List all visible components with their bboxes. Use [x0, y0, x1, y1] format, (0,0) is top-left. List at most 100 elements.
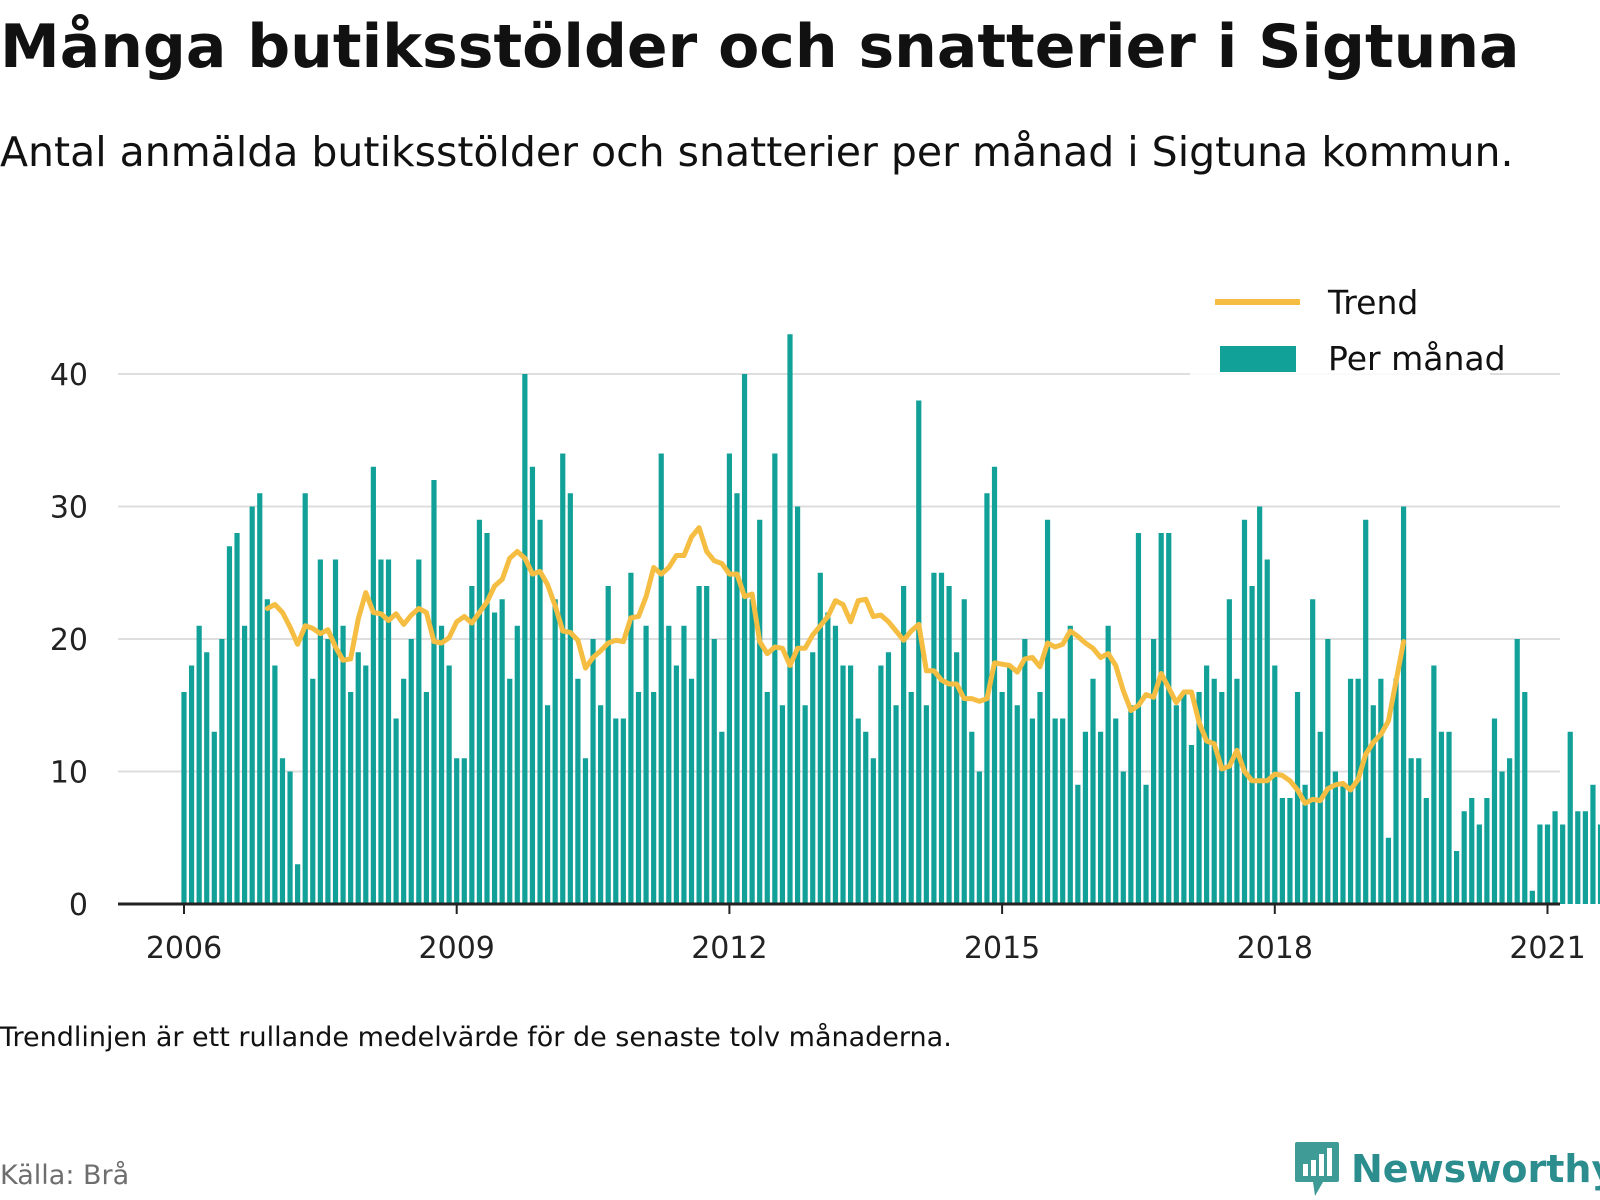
bar [1370, 705, 1376, 904]
bar [332, 559, 339, 904]
x-tick-label: 2021 [1509, 931, 1585, 966]
bar [552, 599, 558, 904]
bar [567, 493, 573, 904]
bar [1188, 745, 1195, 904]
bar [1067, 625, 1073, 904]
bar [507, 678, 513, 904]
bar [1446, 731, 1452, 904]
bar [491, 612, 498, 904]
bar [658, 453, 664, 904]
bar [355, 652, 361, 904]
bar [454, 758, 460, 904]
bar [1575, 811, 1581, 904]
bar [393, 718, 399, 904]
bar [757, 519, 763, 904]
bar [1249, 586, 1255, 904]
bar [196, 625, 202, 904]
bar [991, 466, 998, 904]
bar [1279, 798, 1285, 904]
x-tick-label: 2009 [419, 931, 495, 966]
bar [1082, 731, 1089, 904]
bar [378, 559, 384, 904]
bar [704, 586, 710, 904]
bar [1226, 599, 1232, 904]
bar [204, 652, 210, 904]
bar [1491, 718, 1498, 904]
bar [279, 758, 286, 904]
y-tick-labels: 0 10 20 30 40 [50, 358, 88, 923]
bars [181, 334, 1600, 904]
bar [423, 692, 429, 904]
bar [901, 586, 907, 904]
bar [401, 678, 407, 904]
bar [961, 599, 967, 904]
newsworthy-logo-icon [1295, 1142, 1339, 1196]
bar [1211, 678, 1217, 904]
bar [325, 639, 331, 904]
y-tick-label: 20 [50, 623, 88, 658]
bar [1325, 639, 1331, 904]
bar [1529, 890, 1535, 904]
bar [1219, 692, 1225, 904]
bar [794, 506, 801, 904]
bar [1044, 519, 1051, 904]
bar [499, 599, 505, 904]
bar [264, 599, 270, 904]
bar [560, 453, 566, 904]
y-tick-label: 30 [50, 491, 88, 526]
bar [1097, 731, 1104, 904]
bar [1544, 824, 1551, 904]
bar [370, 466, 376, 904]
bar [1052, 718, 1058, 904]
footnote: Trendlinjen är ett rullande medelvärde f… [0, 1022, 952, 1053]
bar [1302, 784, 1308, 904]
bar [863, 731, 869, 904]
bar [416, 559, 422, 904]
bar [810, 652, 816, 904]
bar [1014, 705, 1020, 904]
bar [696, 586, 702, 904]
bar [779, 705, 786, 904]
bar [855, 718, 861, 904]
bar [1294, 692, 1301, 904]
bar [385, 559, 392, 904]
bar [1461, 811, 1467, 904]
bar [1469, 798, 1475, 904]
bar [916, 400, 922, 904]
bar [719, 731, 725, 904]
bar [1317, 731, 1323, 904]
bar [1408, 758, 1414, 904]
brand[interactable]: Newsworthy [1293, 1140, 1600, 1198]
bar [181, 692, 187, 904]
bar [787, 334, 793, 904]
bar [1037, 692, 1043, 904]
bar [1143, 784, 1149, 904]
bar [999, 692, 1005, 904]
bar [1135, 533, 1142, 904]
bar [476, 519, 483, 904]
bar [1484, 798, 1490, 904]
bar [1355, 678, 1361, 904]
bar [302, 493, 308, 904]
bar [825, 612, 831, 904]
bar [234, 533, 240, 904]
bar [317, 559, 323, 904]
bar [1204, 665, 1210, 904]
bar [1196, 692, 1202, 904]
bar [1075, 784, 1081, 904]
bar [1454, 851, 1460, 904]
bar [226, 546, 233, 904]
bar [1597, 824, 1600, 904]
bar [605, 586, 611, 904]
bar [711, 639, 717, 904]
bar [1537, 824, 1543, 904]
bar [976, 771, 982, 904]
bar [1363, 519, 1369, 904]
bar [537, 519, 543, 904]
bar [741, 374, 748, 904]
bar [923, 705, 929, 904]
bar [1166, 533, 1172, 904]
bar [257, 493, 263, 904]
bar [1507, 758, 1513, 904]
